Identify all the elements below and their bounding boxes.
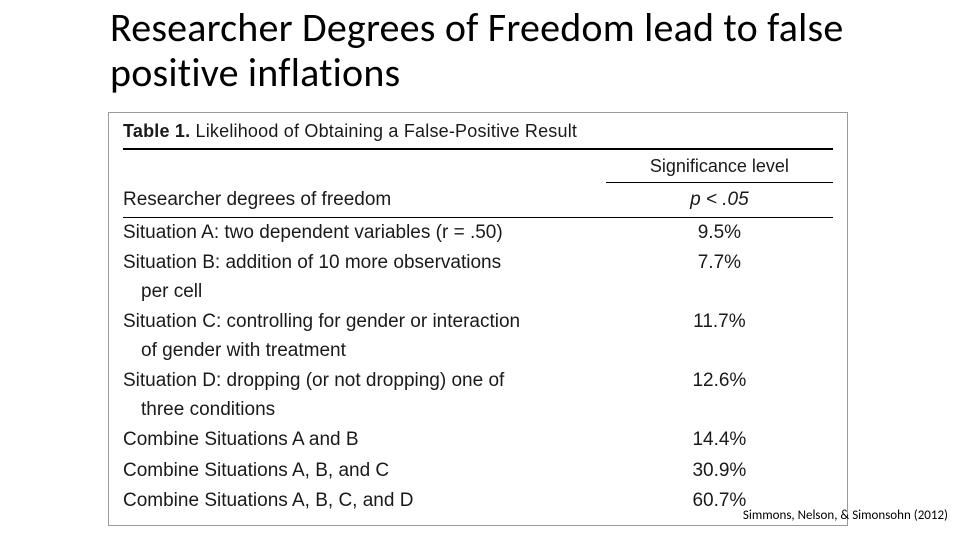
table-body: Situation A: two dependent variables (r … [123,218,833,517]
table-container: Table 1. Likelihood of Obtaining a False… [108,112,848,526]
table-row: Situation C: controlling for gender or i… [123,307,833,366]
table-subheader-left: Researcher degrees of freedom [123,186,606,215]
table-header-row: Significance level [123,150,833,182]
table-caption-label: Table 1. [123,121,190,141]
row-label-cont: of gender with treatment [123,337,606,366]
table-row: Combine Situations A, B, C, and D 60.7% [123,486,833,517]
row-label: Situation C: controlling for gender or i… [123,308,606,365]
row-label: Situation D: dropping (or not dropping) … [123,367,606,424]
table-row: Situation D: dropping (or not dropping) … [123,366,833,425]
table-subheader-right: p < .05 [606,186,833,215]
table-row: Situation B: addition of 10 more observa… [123,248,833,307]
table-row: Situation A: two dependent variables (r … [123,218,833,249]
slide: Researcher Degrees of Freedom lead to fa… [0,0,960,540]
row-value: 11.7% [606,308,833,337]
row-label-cont: per cell [123,278,606,307]
table-caption-text: Likelihood of Obtaining a False-Positive… [196,121,578,141]
table-caption: Table 1. Likelihood of Obtaining a False… [123,119,833,148]
row-label-cont: three conditions [123,396,606,425]
row-value: 7.7% [606,249,833,278]
table-row: Combine Situations A, B, and C 30.9% [123,456,833,487]
row-label: Combine Situations A and B [123,426,606,455]
row-value: 14.4% [606,426,833,455]
row-value: 30.9% [606,457,833,486]
slide-title: Researcher Degrees of Freedom lead to fa… [110,6,870,96]
row-label: Combine Situations A, B, C, and D [123,487,606,516]
table-row: Combine Situations A and B 14.4% [123,425,833,456]
table-header-right: Significance level [606,153,833,180]
row-label: Situation A: two dependent variables (r … [123,219,606,248]
row-value: 9.5% [606,219,833,248]
row-label: Combine Situations A, B, and C [123,457,606,486]
citation: Simmons, Nelson, & Simonsohn (2012) [743,508,948,523]
row-value: 12.6% [606,367,833,396]
row-label: Situation B: addition of 10 more observa… [123,249,606,306]
table-subheader-row: Researcher degrees of freedom p < .05 [123,183,833,217]
